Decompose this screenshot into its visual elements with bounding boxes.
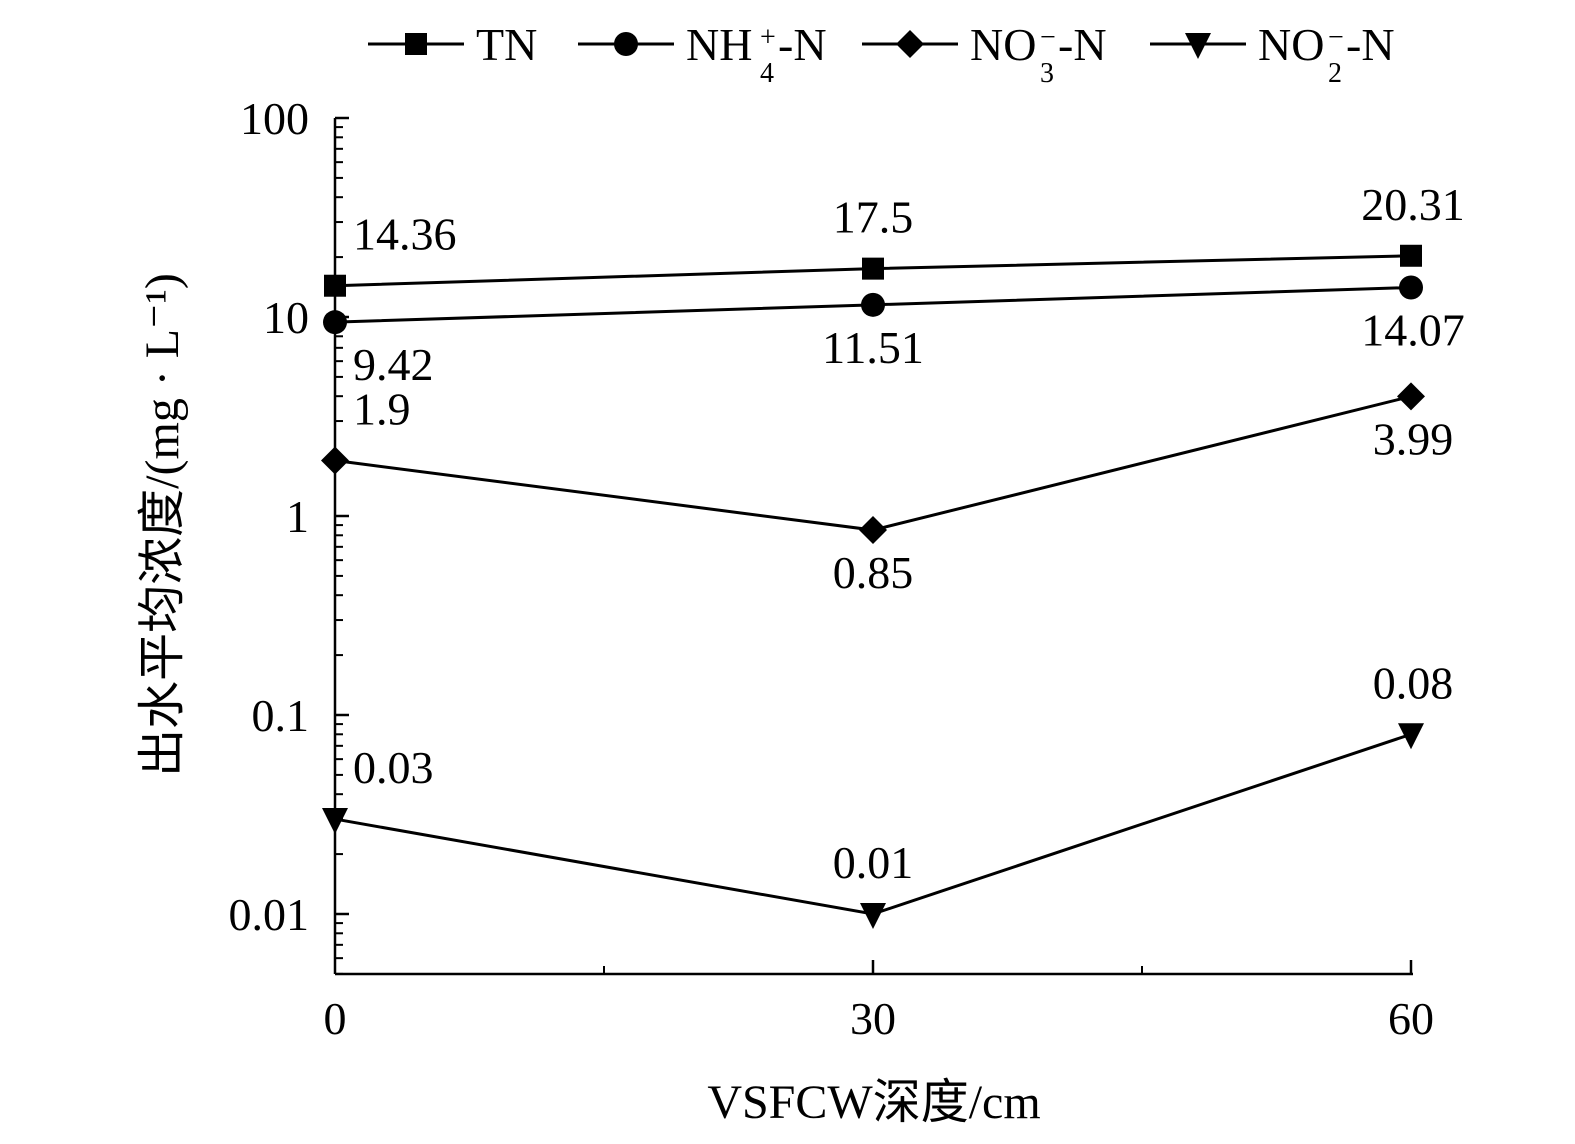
triangle-down-marker xyxy=(1398,723,1424,750)
data-label: 0.85 xyxy=(833,547,914,598)
x-tick-label: 0 xyxy=(324,993,347,1044)
y-axis-title: 出水平均浓度/(mg · L⁻¹) xyxy=(136,273,189,777)
diamond-marker xyxy=(859,516,887,545)
data-label: 3.99 xyxy=(1373,413,1454,464)
legend: TN NH +4-N NO −3-N NO −2-N xyxy=(368,19,1395,89)
legend-label: NH +4-N xyxy=(686,19,827,89)
legend-square-marker xyxy=(405,33,427,55)
data-label: 0.03 xyxy=(353,742,434,793)
data-label: 0.08 xyxy=(1373,657,1454,708)
data-label: 17.5 xyxy=(833,192,914,243)
y-ticks: 0.01 0.1 1 10 100 xyxy=(229,93,349,975)
x-tick-label: 30 xyxy=(850,993,896,1044)
y-tick-label: 10 xyxy=(263,292,309,343)
square-marker xyxy=(324,274,346,297)
y-tick-label: 1 xyxy=(286,491,309,542)
y-tick-label: 0.01 xyxy=(229,889,310,940)
legend-label: NO −2-N xyxy=(1258,19,1395,89)
series-4: 0.03 0.01 0.08 xyxy=(322,657,1453,929)
legend-item: TN xyxy=(368,19,537,70)
series-2: 9.42 11.51 14.07 xyxy=(323,275,1465,390)
circle-marker xyxy=(323,310,347,335)
circle-marker xyxy=(861,292,885,317)
circle-marker xyxy=(1399,275,1423,300)
legend-label: TN xyxy=(476,19,537,70)
legend-circle-marker xyxy=(614,32,638,56)
legend-item: NO −2-N xyxy=(1150,19,1395,89)
series-3: 1.9 0.85 3.99 xyxy=(321,382,1453,598)
y-tick-label: 100 xyxy=(240,93,309,144)
x-axis-title: VSFCW深度/cm xyxy=(707,1076,1040,1129)
series-1: 14.36 17.5 20.31 xyxy=(324,179,1465,297)
square-marker xyxy=(1400,244,1422,267)
legend-triangle-down-marker xyxy=(1185,33,1211,59)
y-tick-label: 0.1 xyxy=(252,690,310,741)
square-marker xyxy=(862,257,884,280)
diamond-marker xyxy=(321,446,349,475)
x-tick-label: 60 xyxy=(1388,993,1434,1044)
legend-diamond-marker xyxy=(896,30,924,58)
data-label: 14.07 xyxy=(1361,304,1465,355)
diamond-marker xyxy=(1397,382,1425,411)
data-label: 20.31 xyxy=(1361,179,1465,230)
data-label: 0.01 xyxy=(833,837,914,888)
x-ticks: 0 30 60 xyxy=(324,960,1434,1044)
legend-item: NO −3-N xyxy=(862,19,1107,89)
data-label: 14.36 xyxy=(353,209,457,260)
legend-label: NO −3-N xyxy=(970,19,1107,89)
series-line xyxy=(334,394,1412,532)
data-label: 9.42 xyxy=(353,339,434,390)
data-label: 1.9 xyxy=(353,384,411,435)
series-layer: 14.36 17.5 20.31 9.42 11.51 14.07 1.9 0.85 3.99 0… xyxy=(321,179,1465,929)
triangle-down-marker xyxy=(322,808,348,835)
triangle-down-marker xyxy=(860,903,886,929)
legend-item: NH +4-N xyxy=(578,19,827,89)
data-label: 11.51 xyxy=(822,322,924,373)
